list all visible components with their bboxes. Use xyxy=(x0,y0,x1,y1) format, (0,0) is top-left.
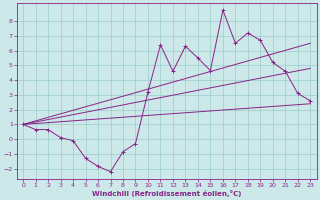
X-axis label: Windchill (Refroidissement éolien,°C): Windchill (Refroidissement éolien,°C) xyxy=(92,190,241,197)
